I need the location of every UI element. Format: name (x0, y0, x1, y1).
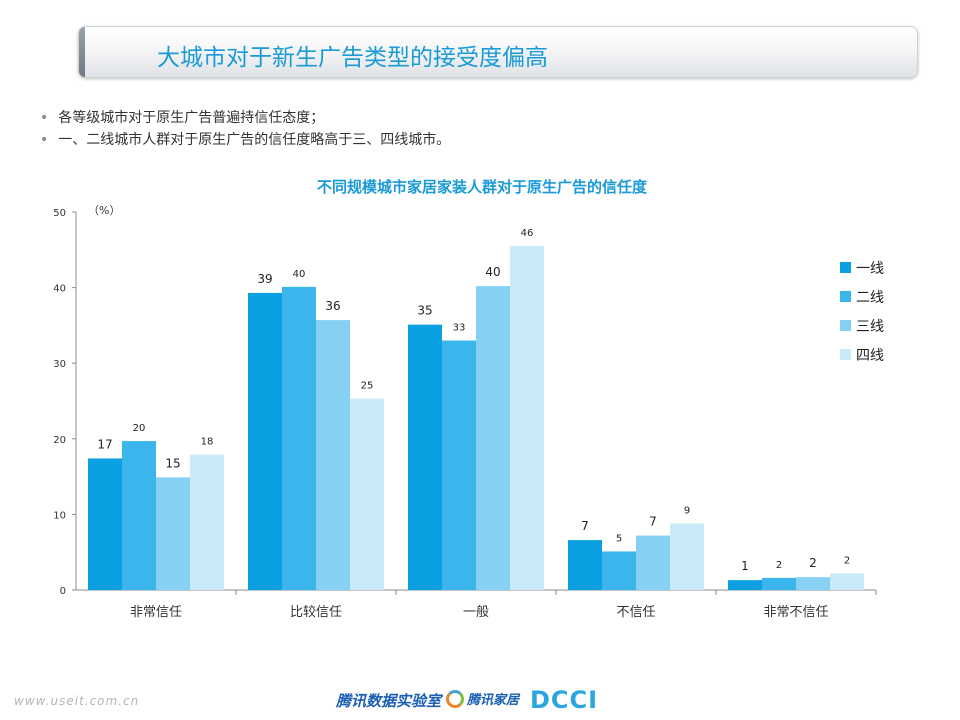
y-tick-label: 10 (53, 510, 66, 521)
data-label: 36 (325, 299, 340, 313)
x-tick-label: 一般 (463, 604, 489, 620)
y-tick-label: 50 (53, 208, 66, 219)
x-tick-label: 非常不信任 (763, 605, 828, 620)
bar (190, 454, 224, 590)
chart-title: 不同规模城市家居家装人群对于原生广告的信任度 (317, 178, 648, 196)
bar (122, 441, 156, 590)
page-title: 大城市对于新生广告类型的接受度偏高 (157, 45, 548, 71)
data-label: 9 (684, 505, 690, 516)
bar (728, 580, 762, 590)
bar (248, 292, 282, 590)
legend-label: 四线 (856, 348, 884, 364)
data-label: 40 (485, 265, 500, 279)
bar (282, 286, 316, 590)
data-label: 2 (776, 560, 782, 571)
x-tick-label: 非常信任 (130, 605, 182, 620)
bar (442, 340, 476, 590)
x-tick-label: 比较信任 (290, 605, 342, 620)
data-label: 46 (521, 228, 534, 239)
bar (316, 320, 350, 590)
bar (408, 324, 442, 590)
data-label: 7 (649, 515, 657, 529)
legend-swatch (840, 320, 851, 331)
x-tick-label: 不信任 (616, 605, 655, 620)
footer-jia-logo: 腾讯家居 (446, 688, 519, 712)
bar (830, 573, 864, 590)
bar (636, 535, 670, 590)
legend-swatch (840, 291, 851, 302)
data-label: 39 (257, 272, 272, 286)
y-tick-label: 40 (53, 284, 66, 295)
bar (568, 540, 602, 590)
bar (350, 398, 384, 590)
y-tick-label: 20 (53, 435, 66, 446)
footer-dcci-logo: DCCI (530, 686, 599, 714)
bullet-item: 一、二线城市人群对于原生广告的信任度略高于三、四线城市。 (40, 129, 450, 151)
bar (762, 577, 796, 590)
ring-icon (446, 689, 464, 708)
legend-swatch (840, 262, 851, 273)
data-label: 25 (361, 381, 374, 392)
y-unit-label: （%） (88, 204, 120, 217)
bar (88, 458, 122, 590)
bar (476, 286, 510, 590)
data-label: 17 (97, 437, 112, 451)
bullet-list: 各等级城市对于原生广告普遍持信任态度； 一、二线城市人群对于原生广告的信任度略高… (40, 107, 450, 151)
bar (156, 477, 190, 590)
data-label: 18 (201, 437, 214, 448)
data-label: 40 (293, 269, 306, 280)
footer-url: www.useit.com.cn (14, 694, 140, 708)
data-label: 5 (616, 533, 622, 544)
data-label: 35 (417, 304, 432, 318)
legend-label: 三线 (856, 319, 884, 335)
bar (670, 523, 704, 590)
data-label: 7 (581, 519, 589, 533)
data-label: 1 (741, 559, 749, 573)
data-label: 15 (165, 456, 180, 470)
title-bar: 大城市对于新生广告类型的接受度偏高 (78, 26, 918, 78)
y-tick-label: 0 (60, 586, 66, 597)
legend-label: 二线 (856, 290, 884, 306)
data-label: 33 (453, 323, 466, 334)
legend-label: 一线 (856, 261, 884, 277)
bar (796, 577, 830, 590)
bullet-item: 各等级城市对于原生广告普遍持信任态度； (40, 107, 450, 129)
bar (510, 246, 544, 590)
data-label: 20 (133, 423, 146, 434)
legend-swatch (840, 349, 851, 360)
title-accent (79, 27, 85, 77)
y-tick-label: 30 (53, 359, 66, 370)
bar (602, 551, 636, 590)
footer-jia-text: 腾讯家居 (467, 693, 520, 708)
data-label: 2 (809, 556, 817, 570)
footer-lab-logo: 腾讯数据实验室 (336, 692, 442, 710)
data-label: 2 (844, 555, 850, 566)
